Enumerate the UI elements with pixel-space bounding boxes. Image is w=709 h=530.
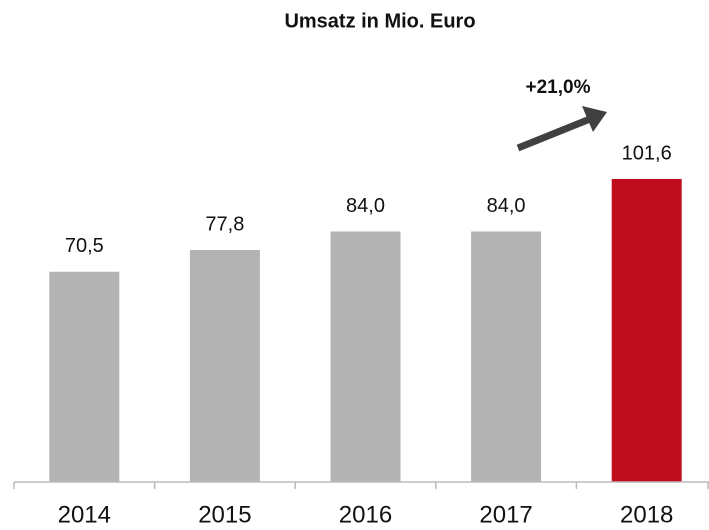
value-label: 101,6: [622, 142, 672, 164]
value-label: 70,5: [65, 235, 104, 257]
bar: [471, 231, 542, 482]
x-tick-label: 2016: [339, 501, 392, 528]
bar: [330, 231, 401, 482]
x-tick-label: 2015: [198, 501, 251, 528]
x-tick-label: 2014: [58, 501, 111, 528]
value-label: 77,8: [205, 213, 244, 235]
bar: [49, 271, 120, 482]
x-tick-label: 2018: [620, 501, 673, 528]
x-tick-label: 2017: [479, 501, 532, 528]
bar: [611, 179, 682, 482]
bar: [189, 249, 260, 482]
value-label: 84,0: [487, 195, 526, 217]
growth-arrow-head: [582, 106, 607, 132]
annotation: +21,0%: [526, 77, 591, 98]
value-label: 84,0: [346, 195, 385, 217]
growth-arrow-shaft: [516, 115, 592, 152]
chart-title: Umsatz in Mio. Euro: [284, 10, 475, 32]
